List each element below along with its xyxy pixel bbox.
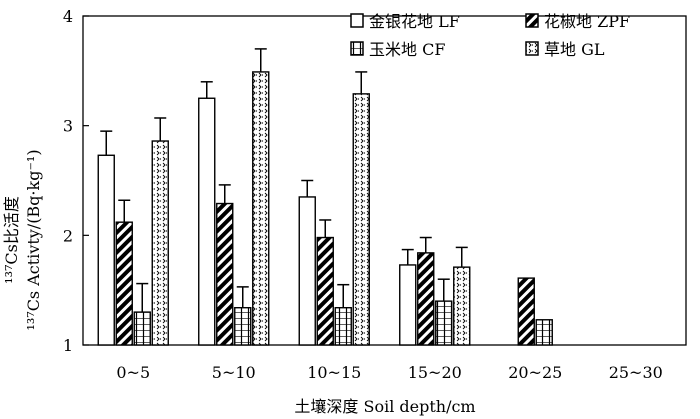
legend-label: 草地 GL — [544, 40, 605, 59]
x-tick-label: 0~5 — [116, 363, 150, 382]
bar — [234, 307, 252, 346]
x-tick-label: 5~10 — [212, 363, 256, 382]
legend-swatch — [350, 41, 364, 56]
y-tick-label: 1 — [63, 336, 73, 355]
legend-swatch — [525, 41, 539, 56]
y-tick-label: 4 — [63, 7, 73, 26]
bar — [316, 236, 334, 346]
x-tick-label: 20~25 — [508, 363, 562, 382]
bar — [352, 93, 370, 346]
bar — [334, 307, 352, 346]
bar — [151, 140, 169, 346]
x-tick-label: 15~20 — [408, 363, 462, 382]
y-axis-label-line2: ¹³⁷Cs Activty/(Bq·kg⁻¹) — [24, 149, 43, 330]
bar — [133, 311, 151, 346]
bar — [535, 319, 553, 346]
legend-label: 金银花地 LF — [369, 12, 460, 31]
bar — [435, 300, 453, 346]
legend-label: 玉米地 CF — [369, 40, 445, 59]
bar — [298, 196, 316, 346]
bar — [216, 202, 234, 346]
bar — [399, 264, 417, 346]
x-tick-label: 10~15 — [307, 363, 361, 382]
bar — [453, 266, 471, 346]
bar — [115, 221, 133, 346]
y-axis-label-line1: ¹³⁷Cs比活度 — [2, 196, 21, 284]
x-axis-label: 土壤深度 Soil depth/cm — [294, 397, 475, 416]
legend-swatch — [350, 13, 364, 28]
legend-label: 花椒地 ZPF — [544, 12, 630, 31]
bar — [517, 277, 535, 346]
legend: 金银花地 LF 花椒地 ZPF 玉米地 CF 草地 GL — [350, 12, 630, 59]
bar — [417, 252, 435, 346]
axes: 1 2 3 4 — [63, 7, 687, 355]
legend-swatch — [525, 13, 539, 28]
bars: 0~5 5~10 10~15 15~20 20~25 25~30 — [97, 48, 663, 382]
y-tick-label: 2 — [63, 226, 73, 245]
x-tick-label: 25~30 — [609, 363, 663, 382]
bar — [252, 71, 270, 346]
y-tick-label: 3 — [63, 117, 73, 136]
bar — [97, 154, 115, 346]
plot-frame — [82, 15, 687, 346]
bar — [198, 97, 216, 346]
